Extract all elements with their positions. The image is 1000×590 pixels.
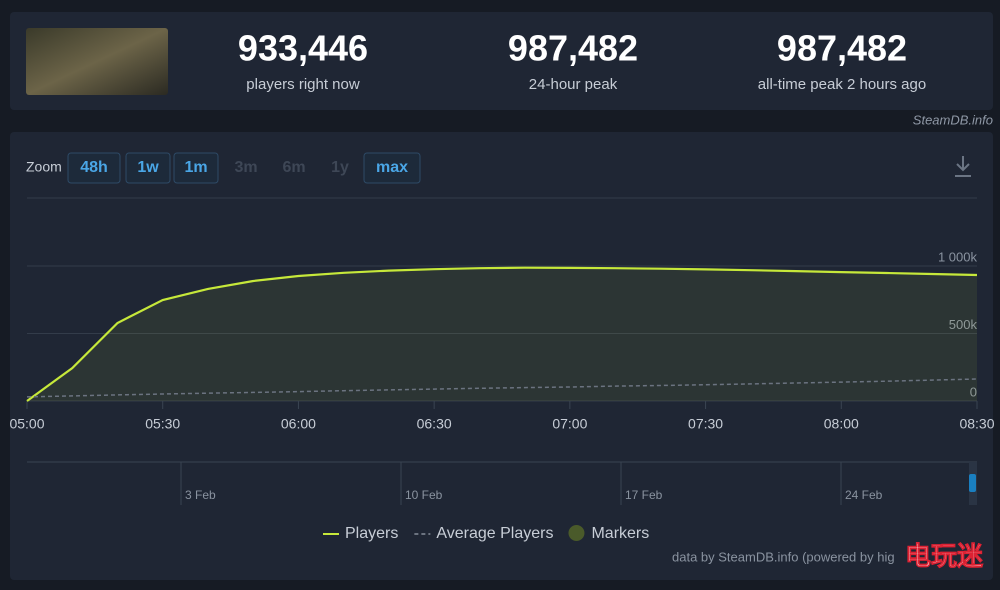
x-tick-label: 07:30 (688, 416, 723, 432)
source-label: SteamDB.info (913, 112, 993, 127)
zoom-button-label[interactable]: 48h (80, 159, 108, 176)
y-tick-label: 1 000k (938, 249, 978, 264)
zoom-button[interactable] (125, 152, 171, 184)
legend-label[interactable]: Markers (591, 525, 649, 542)
legend-label[interactable]: Average Players (436, 525, 553, 542)
zoom-button[interactable] (363, 152, 421, 184)
legend-label[interactable]: Players (345, 525, 398, 542)
stat-label: players right now (246, 76, 360, 93)
zoom-button-label[interactable]: 1m (184, 159, 207, 176)
chart-panel (10, 132, 993, 580)
zoom-button-label[interactable]: 1w (137, 159, 159, 176)
zoom-button-label[interactable]: max (376, 159, 408, 176)
download-icon[interactable] (955, 156, 971, 177)
stats-panel (10, 12, 993, 110)
stat-value: 987,482 (777, 28, 907, 69)
zoom-button-label: 3m (234, 159, 257, 176)
stat-value: 987,482 (508, 28, 638, 69)
game-thumbnail (26, 28, 168, 95)
x-tick-label: 06:30 (417, 416, 452, 432)
y-tick-label: 0 (970, 384, 977, 399)
zoom-buttons: 48h 1w 1m 3m 6m 1y max (67, 152, 421, 184)
x-tick-label: 08:00 (824, 416, 859, 432)
navigator-label: 3 Feb (185, 488, 216, 502)
download-glyph[interactable] (955, 156, 971, 177)
zoom-button-label: 1y (331, 159, 349, 176)
watermark: 电玩迷 (905, 541, 984, 571)
y-tick-label: 500k (949, 317, 978, 332)
stat-label: all-time peak 2 hours ago (758, 76, 926, 93)
zoom-label: Zoom (26, 159, 62, 175)
legend: Players Average Players Markers (323, 525, 649, 542)
zoom-button-label: 6m (282, 159, 305, 176)
stat-value: 933,446 (238, 28, 368, 69)
navigator-label: 10 Feb (405, 488, 443, 502)
plot: 0 500k 1 000k 05:00 05:30 06:00 06:30 07:00 07:3… (9, 249, 994, 431)
x-tick-label: 05:30 (145, 416, 180, 432)
zoom-button[interactable] (67, 152, 121, 184)
navigator-label: 17 Feb (625, 488, 663, 502)
x-tick-label: 08:30 (959, 416, 994, 432)
x-tick-label: 07:00 (552, 416, 587, 432)
area (27, 267, 977, 401)
stats: 933,446 players right now 987,482 24-hour p… (238, 28, 926, 93)
x-tick-label: 05:00 (9, 416, 44, 432)
x-tick-label: 06:00 (281, 416, 316, 432)
navigator-label: 24 Feb (845, 488, 883, 502)
navigator-handle[interactable] (969, 474, 976, 492)
stat-label: 24-hour peak (529, 76, 618, 93)
navigator: 3 Feb 10 Feb 17 Feb 24 Feb (180, 462, 883, 505)
line (26, 378, 978, 398)
line (26, 266, 978, 402)
zoom-button[interactable] (173, 152, 219, 184)
legend-swatch[interactable] (568, 525, 585, 541)
credit: data by SteamDB.info (powered by hig (672, 549, 895, 564)
